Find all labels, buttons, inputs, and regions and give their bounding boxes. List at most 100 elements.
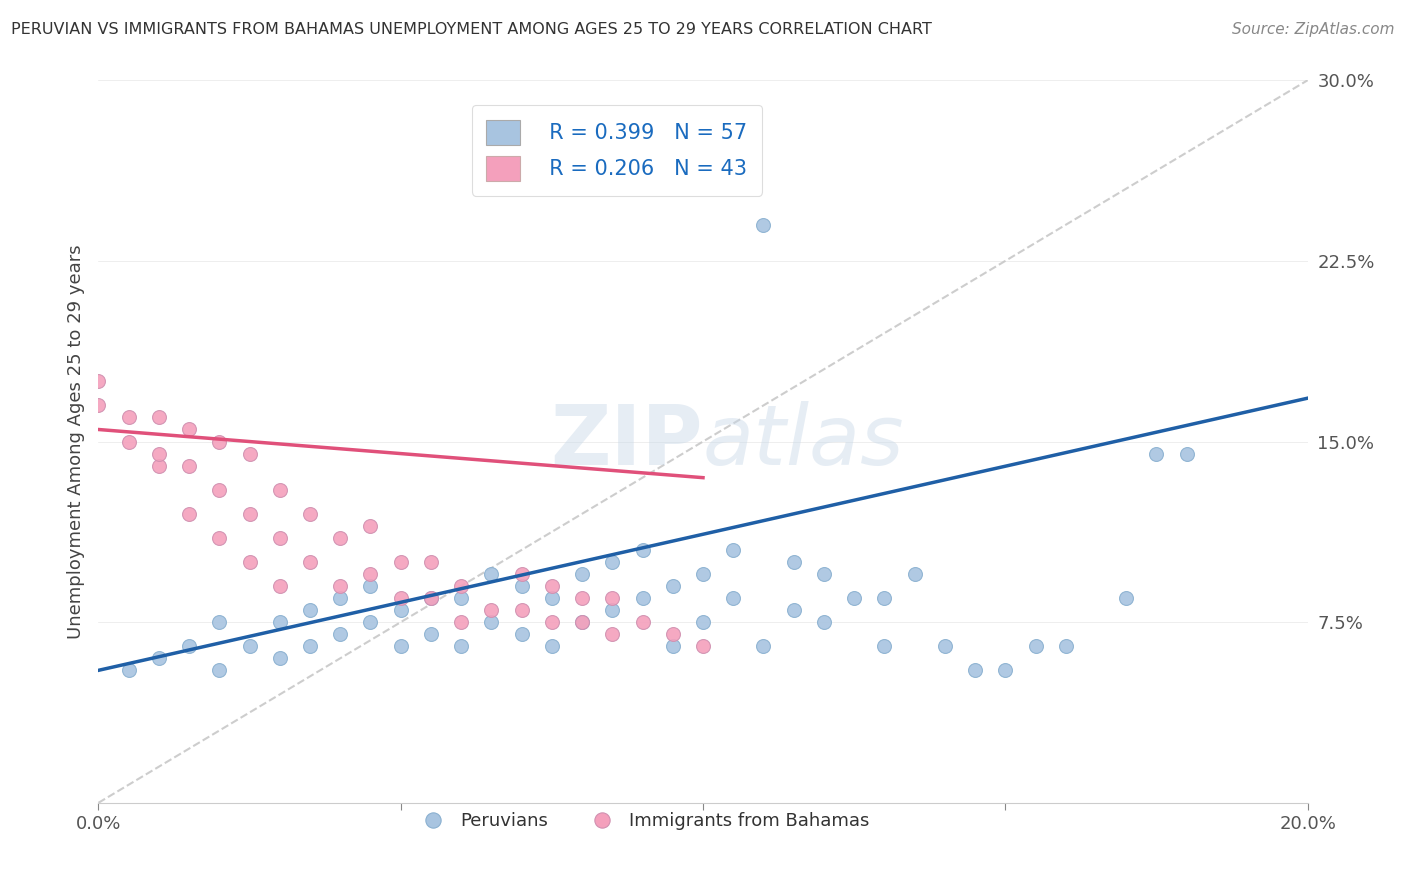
Point xyxy=(450,579,472,593)
Point xyxy=(602,603,624,617)
Point xyxy=(420,555,443,569)
Point xyxy=(208,531,231,545)
Point xyxy=(540,145,562,160)
Point xyxy=(571,567,593,582)
Point xyxy=(1115,591,1137,605)
Point xyxy=(269,579,291,593)
Point xyxy=(965,664,987,678)
Text: Source: ZipAtlas.com: Source: ZipAtlas.com xyxy=(1232,22,1395,37)
Point xyxy=(299,555,322,569)
Point xyxy=(481,615,503,630)
Point xyxy=(239,446,262,460)
Point xyxy=(87,374,110,388)
Point xyxy=(360,518,382,533)
Point xyxy=(118,410,141,425)
Point xyxy=(208,434,231,449)
Point xyxy=(360,579,382,593)
Point xyxy=(510,627,533,641)
Point xyxy=(1054,639,1077,653)
Point xyxy=(299,507,322,521)
Point xyxy=(239,555,262,569)
Point xyxy=(179,422,201,436)
Point xyxy=(631,542,654,557)
Point xyxy=(661,627,683,641)
Point xyxy=(389,555,412,569)
Point xyxy=(239,507,262,521)
Point xyxy=(510,567,533,582)
Point xyxy=(873,639,896,653)
Point xyxy=(269,483,291,497)
Point xyxy=(481,567,503,582)
Point xyxy=(571,591,593,605)
Point xyxy=(934,639,956,653)
Point xyxy=(420,591,443,605)
Point xyxy=(329,591,352,605)
Point xyxy=(269,531,291,545)
Point xyxy=(783,555,806,569)
Point xyxy=(299,603,322,617)
Point xyxy=(692,639,714,653)
Point xyxy=(148,651,170,665)
Point xyxy=(1144,446,1167,460)
Point xyxy=(208,664,231,678)
Point xyxy=(783,603,806,617)
Point xyxy=(1024,639,1046,653)
Point xyxy=(269,651,291,665)
Point xyxy=(510,603,533,617)
Point xyxy=(631,615,654,630)
Point xyxy=(269,615,291,630)
Point xyxy=(389,603,412,617)
Point xyxy=(752,639,775,653)
Point xyxy=(329,627,352,641)
Point xyxy=(540,639,562,653)
Point xyxy=(571,615,593,630)
Text: PERUVIAN VS IMMIGRANTS FROM BAHAMAS UNEMPLOYMENT AMONG AGES 25 TO 29 YEARS CORRE: PERUVIAN VS IMMIGRANTS FROM BAHAMAS UNEM… xyxy=(11,22,932,37)
Point xyxy=(723,591,745,605)
Point xyxy=(118,434,141,449)
Point xyxy=(631,591,654,605)
Point xyxy=(873,591,896,605)
Y-axis label: Unemployment Among Ages 25 to 29 years: Unemployment Among Ages 25 to 29 years xyxy=(66,244,84,639)
Point xyxy=(118,664,141,678)
Point xyxy=(481,603,503,617)
Point xyxy=(540,615,562,630)
Point xyxy=(994,664,1017,678)
Point xyxy=(87,398,110,412)
Point xyxy=(420,627,443,641)
Point xyxy=(208,483,231,497)
Point xyxy=(299,639,322,653)
Point xyxy=(329,531,352,545)
Point xyxy=(661,639,683,653)
Point xyxy=(602,627,624,641)
Point xyxy=(450,591,472,605)
Point xyxy=(602,555,624,569)
Legend: Peruvians, Immigrants from Bahamas: Peruvians, Immigrants from Bahamas xyxy=(408,805,877,837)
Point xyxy=(540,579,562,593)
Point xyxy=(389,639,412,653)
Point xyxy=(179,639,201,653)
Point xyxy=(148,446,170,460)
Point xyxy=(208,615,231,630)
Point xyxy=(148,458,170,473)
Point xyxy=(540,591,562,605)
Point xyxy=(179,507,201,521)
Point xyxy=(661,579,683,593)
Point xyxy=(813,567,835,582)
Point xyxy=(602,591,624,605)
Point xyxy=(420,591,443,605)
Point xyxy=(813,615,835,630)
Point xyxy=(571,615,593,630)
Point xyxy=(752,218,775,232)
Point xyxy=(450,639,472,653)
Point xyxy=(510,579,533,593)
Point xyxy=(179,458,201,473)
Point xyxy=(329,579,352,593)
Point xyxy=(239,639,262,653)
Point xyxy=(389,591,412,605)
Point xyxy=(844,591,866,605)
Point xyxy=(904,567,927,582)
Point xyxy=(692,615,714,630)
Point xyxy=(1175,446,1198,460)
Point xyxy=(692,567,714,582)
Point xyxy=(723,542,745,557)
